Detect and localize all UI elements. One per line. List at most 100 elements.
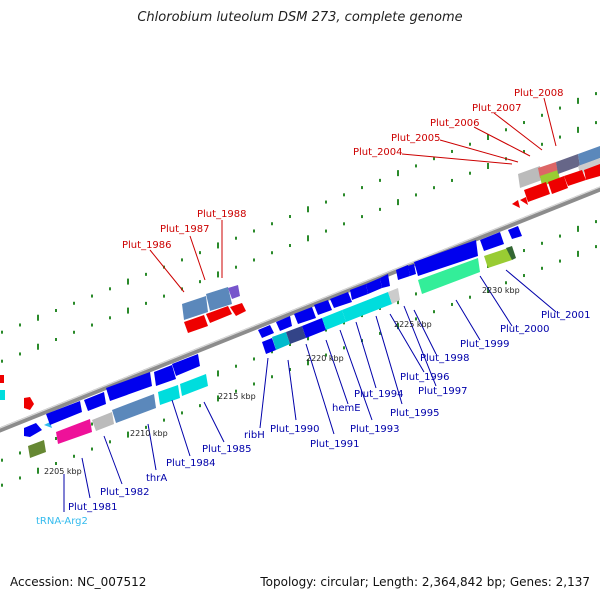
gene-arrow[interactable] bbox=[540, 170, 560, 186]
gene-label-plut-1991[interactable]: Plut_1991 bbox=[310, 439, 360, 450]
gene-arrow[interactable] bbox=[480, 232, 504, 251]
tick-mark bbox=[559, 106, 561, 110]
tick-mark bbox=[109, 440, 111, 444]
tick-mark bbox=[253, 357, 255, 361]
gene-label-plut-1981[interactable]: Plut_1981 bbox=[68, 502, 118, 513]
gene-arrow[interactable] bbox=[158, 385, 180, 405]
gene-label-plut-1999[interactable]: Plut_1999 bbox=[460, 339, 510, 350]
gene-arrow[interactable] bbox=[262, 338, 276, 354]
gene-arrow[interactable] bbox=[556, 154, 580, 174]
gene-arrow[interactable] bbox=[322, 310, 346, 330]
gene-arrow[interactable] bbox=[418, 258, 480, 294]
gene-arrow[interactable] bbox=[106, 372, 152, 401]
gene-label-plut-1982[interactable]: Plut_1982 bbox=[100, 487, 150, 498]
gene-arrow[interactable] bbox=[56, 419, 92, 444]
gene-arrow[interactable] bbox=[388, 288, 400, 304]
gene-arrow[interactable] bbox=[506, 246, 516, 260]
gene-arrow[interactable] bbox=[538, 162, 558, 178]
tick-mark bbox=[109, 287, 111, 291]
gene-arrow[interactable] bbox=[294, 307, 316, 324]
gene-arrow[interactable] bbox=[518, 166, 542, 188]
gene-arrow[interactable] bbox=[520, 197, 528, 205]
gene-arrow[interactable] bbox=[28, 440, 46, 458]
gene-label-plut-1987[interactable]: Plut_1987 bbox=[160, 224, 210, 235]
gene-arrow[interactable] bbox=[84, 392, 106, 411]
gene-label-plut-2000[interactable]: Plut_2000 bbox=[500, 324, 550, 335]
gene-arrow[interactable] bbox=[350, 284, 368, 300]
gene-label-plut-1998[interactable]: Plut_1998 bbox=[420, 353, 470, 364]
gene-arrow[interactable] bbox=[330, 292, 352, 308]
gene-label-plut-1995[interactable]: Plut_1995 bbox=[390, 408, 440, 419]
gene-arrow[interactable] bbox=[302, 318, 326, 338]
tick-mark bbox=[235, 236, 237, 240]
gene-arrow[interactable] bbox=[46, 401, 82, 425]
gene-label-plut-2007[interactable]: Plut_2007 bbox=[472, 103, 522, 114]
gene-label-plut-1985[interactable]: Plut_1985 bbox=[202, 444, 252, 455]
gene-label-plut-1986[interactable]: Plut_1986 bbox=[122, 240, 172, 251]
tick-mark bbox=[505, 128, 507, 132]
gene-arrow[interactable] bbox=[380, 274, 390, 288]
gene-label-plut-1988[interactable]: Plut_1988 bbox=[197, 209, 247, 220]
gene-label-plut-1997[interactable]: Plut_1997 bbox=[418, 386, 468, 397]
gene-label-plut-2001[interactable]: Plut_2001 bbox=[541, 310, 591, 321]
gene-arrow[interactable] bbox=[396, 265, 410, 280]
gene-label-plut-1994[interactable]: Plut_1994 bbox=[354, 389, 404, 400]
tick-mark bbox=[433, 310, 435, 314]
tick-mark bbox=[559, 259, 561, 263]
gene-block[interactable] bbox=[0, 390, 5, 400]
gene-arrow[interactable] bbox=[564, 170, 586, 186]
gene-label-plut-2005[interactable]: Plut_2005 bbox=[391, 133, 441, 144]
gene-arrow[interactable] bbox=[276, 316, 292, 331]
gene-arrow[interactable] bbox=[414, 240, 478, 276]
gene-arrow[interactable] bbox=[172, 354, 200, 376]
gene-arrow[interactable] bbox=[228, 285, 240, 299]
tick-mark bbox=[37, 467, 39, 474]
tick-mark bbox=[487, 162, 489, 169]
gene-arrow[interactable] bbox=[512, 200, 520, 208]
gene-arrow[interactable] bbox=[112, 394, 156, 423]
gene-arrow[interactable] bbox=[258, 325, 274, 338]
tick-mark bbox=[451, 178, 453, 182]
gene-arrow[interactable] bbox=[342, 292, 392, 322]
genome-backbone bbox=[0, 186, 600, 433]
gene-arrow[interactable] bbox=[286, 326, 306, 344]
gene-label-plut-2004[interactable]: Plut_2004 bbox=[353, 147, 403, 158]
gene-arrow[interactable] bbox=[508, 226, 522, 239]
gene-label-plut-2008[interactable]: Plut_2008 bbox=[514, 88, 564, 99]
gene-arrow[interactable] bbox=[206, 287, 232, 311]
gene-arrow[interactable] bbox=[92, 412, 114, 431]
gene-arrow[interactable] bbox=[24, 423, 42, 437]
tick-mark bbox=[541, 241, 543, 245]
gene-arrow[interactable] bbox=[182, 296, 208, 320]
gene-label-plut-1990[interactable]: Plut_1990 bbox=[270, 424, 320, 435]
tick-mark bbox=[1, 458, 3, 462]
gene-block[interactable] bbox=[0, 375, 4, 383]
gene-label-plut-1984[interactable]: Plut_1984 bbox=[166, 458, 216, 469]
gene-arrow[interactable] bbox=[184, 315, 208, 333]
gene-label-plut-1996[interactable]: Plut_1996 bbox=[400, 372, 450, 383]
gene-arrow[interactable] bbox=[524, 182, 550, 202]
gene-label-trna-arg2[interactable]: tRNA-Arg2 bbox=[36, 516, 88, 527]
gene-arrow[interactable] bbox=[272, 332, 290, 350]
gene-arrow[interactable] bbox=[578, 158, 600, 174]
gene-arrow[interactable] bbox=[578, 146, 600, 166]
gene-arrow[interactable] bbox=[206, 306, 232, 323]
gene-arrow[interactable] bbox=[366, 278, 382, 294]
gene-arrow[interactable] bbox=[314, 300, 332, 315]
gene-arrow[interactable] bbox=[24, 397, 34, 410]
tick-mark bbox=[415, 193, 417, 197]
gene-arrow[interactable] bbox=[180, 374, 208, 396]
gene-arrow[interactable] bbox=[584, 164, 600, 180]
gene-arrow[interactable] bbox=[154, 365, 176, 386]
gene-label-plut-1993[interactable]: Plut_1993 bbox=[350, 424, 400, 435]
gene-label-plut-2006[interactable]: Plut_2006 bbox=[430, 118, 480, 129]
tick-mark bbox=[73, 454, 75, 458]
gene-label-ribh[interactable]: ribH bbox=[244, 430, 265, 441]
gene-arrow[interactable] bbox=[408, 264, 416, 276]
gene-arrow[interactable] bbox=[484, 248, 512, 268]
gene-label-thra[interactable]: thrA bbox=[146, 473, 167, 484]
gene-arrow[interactable] bbox=[548, 176, 568, 194]
gene-label-heme[interactable]: hemE bbox=[332, 403, 361, 414]
tick-mark bbox=[55, 309, 57, 312]
gene-arrow[interactable] bbox=[230, 303, 246, 316]
